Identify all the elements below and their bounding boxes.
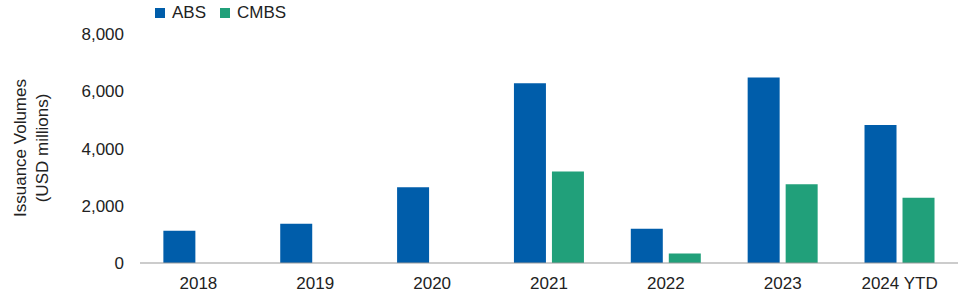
svg-text:2024 YTD: 2024 YTD [861,274,937,293]
svg-text:6,000: 6,000 [81,82,124,101]
svg-text:8,000: 8,000 [81,25,124,44]
html-text:ABS: ABS [172,3,206,22]
svg-text:2018: 2018 [180,274,218,293]
svg-text:2020: 2020 [413,274,451,293]
svg-text:(USD millions): (USD millions) [33,94,52,203]
svg-text:2019: 2019 [296,274,334,293]
svg-text:Issuance Volumes: Issuance Volumes [11,79,30,217]
svg-text:2,000: 2,000 [81,197,124,216]
svg-text:2022: 2022 [647,274,685,293]
svg-text:2021: 2021 [530,274,568,293]
svg-text:4,000: 4,000 [81,140,124,159]
html-text:CMBS: CMBS [237,3,287,22]
svg-text:2023: 2023 [764,274,802,293]
svg-text:0: 0 [115,254,124,273]
